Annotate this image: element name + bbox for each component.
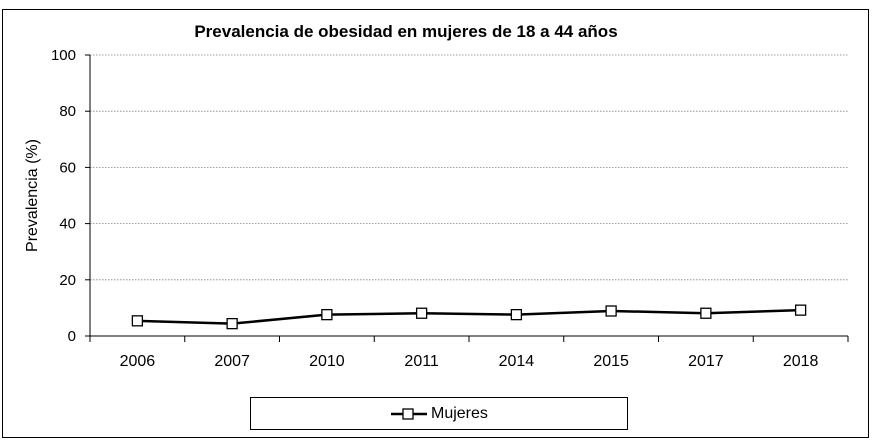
x-tick-label: 2010 bbox=[309, 353, 345, 370]
data-point bbox=[131, 315, 144, 327]
data-point bbox=[415, 307, 428, 319]
legend: Mujeres bbox=[250, 397, 628, 430]
legend-label: Mujeres bbox=[431, 405, 488, 422]
y-tick-label: 40 bbox=[59, 216, 76, 233]
x-tick-label: 2017 bbox=[688, 353, 724, 370]
x-tick-label: 2011 bbox=[404, 353, 439, 370]
y-axis-label: Prevalencia (%) bbox=[24, 139, 41, 252]
x-tick-label: 2018 bbox=[783, 353, 819, 370]
y-tick-label: 20 bbox=[59, 272, 76, 289]
data-point bbox=[794, 304, 807, 316]
x-tick-label: 2007 bbox=[214, 353, 250, 370]
x-tick-label: 2015 bbox=[593, 353, 629, 370]
data-point bbox=[226, 317, 238, 330]
y-tick-label: 0 bbox=[68, 328, 76, 345]
series-line bbox=[137, 308, 801, 325]
data-point bbox=[510, 308, 523, 321]
chart-frame bbox=[2, 9, 869, 438]
chart-title: Prevalencia de obesidad en mujeres de 18… bbox=[194, 22, 618, 41]
legend-swatch-icon bbox=[391, 408, 427, 420]
x-tick-label: 2014 bbox=[499, 353, 535, 370]
x-tick-label: 2006 bbox=[120, 353, 156, 370]
y-tick-label: 60 bbox=[59, 159, 76, 176]
legend-entry-mujeres: Mujeres bbox=[389, 404, 488, 424]
data-point bbox=[321, 308, 333, 321]
y-tick-label: 80 bbox=[59, 103, 76, 120]
data-point bbox=[605, 305, 617, 317]
data-point bbox=[700, 307, 712, 319]
y-tick-label: 100 bbox=[51, 47, 76, 64]
